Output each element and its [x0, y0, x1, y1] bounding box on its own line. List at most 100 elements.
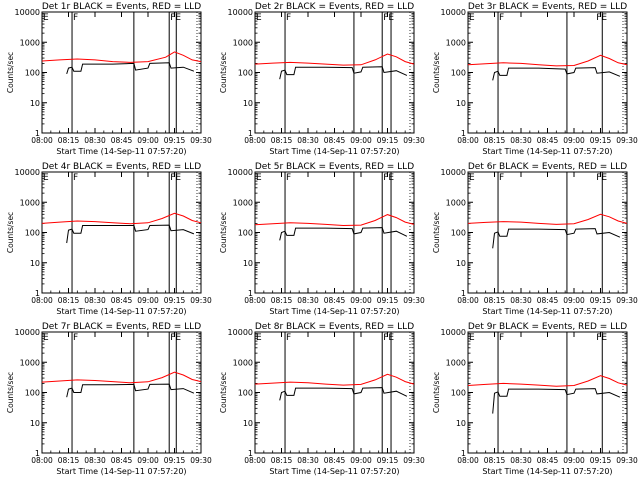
x-tick-label: 08:30	[297, 136, 319, 145]
y-tick-label: 10	[456, 419, 466, 428]
y-tick-label: 1000	[20, 198, 40, 207]
x-tick-label: 09:00	[350, 296, 372, 305]
x-tick-label: 09:30	[616, 136, 638, 145]
event-marker-label: FE	[596, 13, 607, 23]
y-tick-label: 10	[30, 419, 40, 428]
series-line-lld	[41, 371, 202, 384]
y-tick-label: 1	[461, 449, 466, 458]
x-axis-label: Start Time (14-Sep-11 07:57:20)	[269, 147, 399, 156]
y-tick-label: 10	[243, 259, 253, 268]
event-marker-label: FE	[170, 13, 181, 23]
y-tick-label: 1000	[20, 38, 40, 47]
x-tick-label: 08:00	[244, 136, 266, 145]
chart-title: Det 7r BLACK = Events, RED = LLD	[42, 322, 201, 332]
detector-panel: Det 8r BLACK = Events, RED = LLD Counts/s…	[213, 320, 426, 480]
x-tick-label: 09:30	[190, 296, 212, 305]
x-tick-label: 08:15	[58, 136, 80, 145]
x-tick-label: 09:00	[563, 456, 585, 465]
y-tick-label: 1000	[446, 358, 466, 367]
y-tick-label: 1000	[20, 358, 40, 367]
event-marker-label: FE	[383, 13, 394, 23]
x-axis-label: Start Time (14-Sep-11 07:57:20)	[482, 467, 612, 476]
y-tick-label: 1	[35, 129, 40, 138]
y-tick-label: 1000	[446, 198, 466, 207]
x-tick-label: 08:00	[31, 136, 53, 145]
x-tick-label: 08:45	[537, 136, 559, 145]
series-line-lld	[467, 213, 628, 225]
series-line-events	[279, 66, 408, 80]
x-tick-label: 09:30	[403, 296, 425, 305]
event-marker-label: FE	[383, 173, 394, 183]
x-tick-label: 09:30	[403, 456, 425, 465]
x-tick-label: 09:30	[190, 456, 212, 465]
x-tick-label: 08:45	[111, 296, 133, 305]
event-marker-label: F	[499, 173, 504, 183]
series-line-events	[492, 228, 621, 249]
x-tick-label: 09:15	[377, 136, 399, 145]
x-tick-label: 09:15	[164, 136, 186, 145]
y-tick-label: 100	[25, 69, 40, 78]
x-tick-label: 09:00	[350, 456, 372, 465]
panel-svg: Det 5r BLACK = Events, RED = LLD Counts/s…	[219, 162, 425, 316]
y-axis-label: Counts/sec	[432, 372, 441, 413]
x-tick-label: 08:15	[271, 456, 293, 465]
y-tick-label: 1	[248, 449, 253, 458]
series-line-events	[66, 383, 195, 398]
y-axis-label: Counts/sec	[219, 212, 228, 253]
detector-panel: Det 7r BLACK = Events, RED = LLD Counts/s…	[0, 320, 213, 480]
y-tick-label: 100	[238, 389, 253, 398]
y-tick-label: 10	[456, 259, 466, 268]
x-tick-label: 09:00	[563, 296, 585, 305]
y-tick-label: 10000	[441, 8, 466, 17]
detector-panel: Det 3r BLACK = Events, RED = LLD Counts/s…	[426, 0, 639, 160]
y-axis-label: Counts/sec	[432, 52, 441, 93]
x-tick-label: 08:45	[111, 136, 133, 145]
x-tick-label: 08:45	[324, 456, 346, 465]
chart-title: Det 4r BLACK = Events, RED = LLD	[42, 162, 201, 172]
x-tick-label: 09:30	[190, 136, 212, 145]
x-tick-label: 08:15	[271, 136, 293, 145]
event-marker-label: F	[286, 173, 291, 183]
panel-svg: Det 1r BLACK = Events, RED = LLD Counts/s…	[6, 2, 212, 156]
x-tick-label: 08:45	[324, 136, 346, 145]
event-marker-label: E	[43, 173, 49, 183]
x-tick-label: 09:00	[137, 136, 159, 145]
series-line-lld	[41, 212, 202, 225]
y-tick-label: 1	[248, 289, 253, 298]
x-tick-label: 08:15	[58, 456, 80, 465]
detector-panel: Det 2r BLACK = Events, RED = LLD Counts/s…	[213, 0, 426, 160]
y-tick-label: 10000	[15, 328, 40, 337]
y-tick-label: 1	[248, 129, 253, 138]
y-tick-label: 10	[243, 99, 253, 108]
event-marker-label: F	[73, 173, 78, 183]
series-line-events	[66, 224, 195, 244]
series-line-events	[66, 62, 195, 75]
x-tick-label: 08:15	[484, 456, 506, 465]
y-tick-label: 1000	[233, 38, 253, 47]
chart-title: Det 2r BLACK = Events, RED = LLD	[255, 2, 414, 12]
event-marker-label: E	[469, 13, 475, 23]
detector-panel: Det 6r BLACK = Events, RED = LLD Counts/s…	[426, 160, 639, 320]
x-tick-label: 08:00	[457, 136, 479, 145]
event-marker-label: F	[499, 13, 504, 23]
plot-frame	[467, 171, 628, 294]
y-tick-label: 1000	[233, 358, 253, 367]
panel-svg: Det 9r BLACK = Events, RED = LLD Counts/s…	[432, 322, 638, 476]
x-tick-label: 08:15	[484, 296, 506, 305]
event-marker-label: E	[469, 333, 475, 343]
x-tick-label: 08:15	[271, 296, 293, 305]
panel-svg: Det 8r BLACK = Events, RED = LLD Counts/s…	[219, 322, 425, 476]
y-tick-label: 1	[35, 449, 40, 458]
event-marker-label: FE	[170, 173, 181, 183]
y-axis-label: Counts/sec	[6, 372, 15, 413]
y-tick-label: 10000	[228, 8, 253, 17]
series-line-lld	[467, 54, 628, 67]
x-tick-label: 08:45	[537, 296, 559, 305]
chart-title: Det 6r BLACK = Events, RED = LLD	[468, 162, 627, 172]
x-tick-label: 08:30	[510, 456, 532, 465]
chart-title: Det 5r BLACK = Events, RED = LLD	[255, 162, 414, 172]
x-tick-label: 08:30	[84, 456, 106, 465]
event-marker-label: E	[256, 173, 262, 183]
series-line-lld	[467, 375, 628, 387]
x-tick-label: 08:15	[484, 136, 506, 145]
